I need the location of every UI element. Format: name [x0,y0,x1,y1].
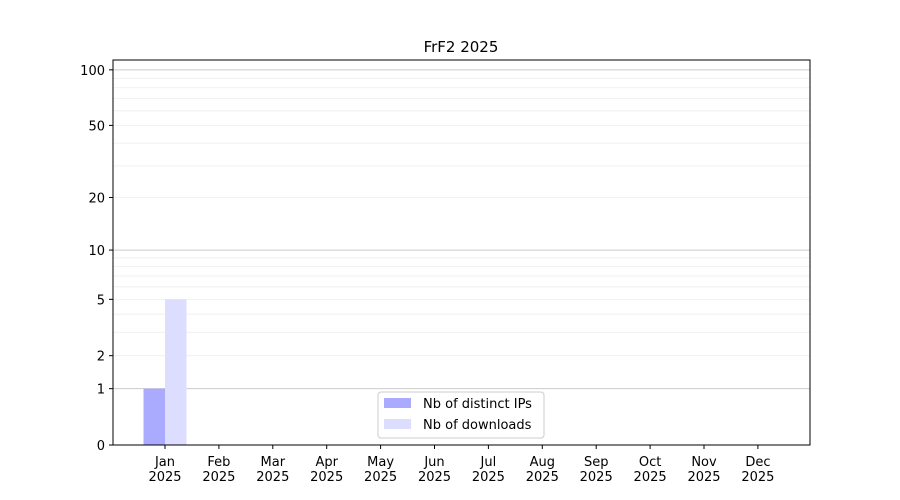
legend-label: Nb of distinct IPs [423,397,532,412]
x-tick-label: Apr 2025 [310,455,343,485]
y-tick-label: 50 [88,119,105,134]
x-tick-label: Jul 2025 [472,455,505,485]
x-tick-label: Aug 2025 [526,455,559,485]
y-tick-label: 10 [88,244,105,259]
legend-swatch [384,419,411,429]
y-tick-label: 20 [88,192,105,207]
x-tick-label: Mar 2025 [256,455,289,485]
x-tick-label: Dec 2025 [741,455,774,485]
x-tick-label: Jan 2025 [148,455,181,485]
x-tick-label: Oct 2025 [634,455,667,485]
y-tick-label: 5 [97,293,105,308]
x-tick-label: Feb 2025 [202,455,235,485]
legend-swatch [384,398,411,408]
chart-title: FrF2 2025 [424,38,499,56]
bar-nb-of-downloads [165,299,187,445]
x-tick-label: Nov 2025 [687,455,720,485]
x-tick-label: Jun 2025 [418,455,451,485]
bar-nb-of-distinct-ips [143,388,165,445]
legend-label: Nb of downloads [423,418,532,433]
y-tick-label: 100 [80,64,105,79]
y-tick-label: 0 [97,439,105,454]
x-tick-label: Sep 2025 [580,455,613,485]
x-tick-label: May 2025 [364,455,397,485]
y-tick-label: 2 [97,350,105,365]
plot-frame [112,59,811,446]
legend-box [377,391,545,439]
y-tick-label: 1 [97,383,105,398]
legend: Nb of distinct IPs Nb of downloads [377,391,545,439]
